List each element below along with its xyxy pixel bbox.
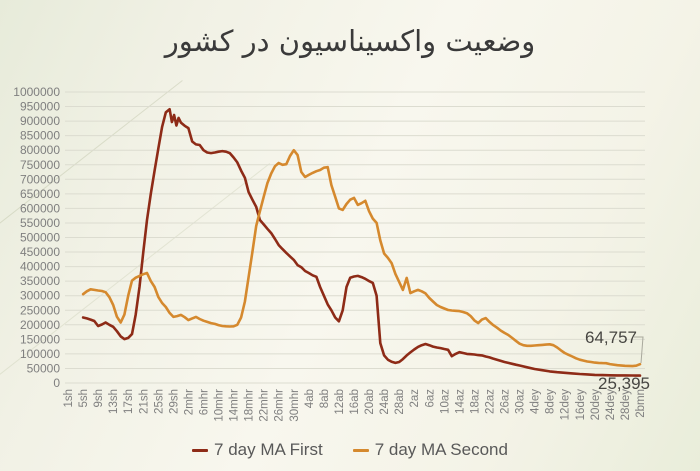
y-tick-label: 450000 xyxy=(20,245,60,259)
x-tick-label: 4dey xyxy=(530,389,542,414)
legend-line-marker-first xyxy=(192,448,209,452)
x-tick-label: 8dey xyxy=(545,389,557,414)
y-tick-label: 700000 xyxy=(20,172,60,186)
y-tick-label: 550000 xyxy=(20,216,60,230)
x-tick-label: 16ab xyxy=(349,389,361,415)
x-tick-label: 18mhr xyxy=(244,389,256,422)
x-tick-label: 10mhr xyxy=(214,389,226,422)
x-tick-label: 5sh xyxy=(78,389,90,408)
x-tick-label: 2bmn xyxy=(635,389,647,418)
x-tick-label: 8ab xyxy=(319,389,331,408)
x-tick-label: 30mhr xyxy=(289,389,301,422)
legend-line-marker-second xyxy=(352,448,369,452)
x-tick-label: 26az xyxy=(500,389,512,414)
x-tick-label: 22az xyxy=(485,389,497,414)
x-tick-label: 17sh xyxy=(123,389,135,414)
x-tick-label: 2mhr xyxy=(183,389,195,415)
y-tick-label: 50000 xyxy=(27,361,61,375)
x-tick-label: 1sh xyxy=(63,389,75,408)
x-tick-label: 24ab xyxy=(379,389,391,415)
x-tick-label: 21sh xyxy=(138,389,150,414)
y-tick-label: 350000 xyxy=(20,274,60,288)
x-tick-label: 4ab xyxy=(304,389,316,408)
y-tick-label: 800000 xyxy=(20,143,60,157)
x-tick-label: 26mhr xyxy=(274,389,286,422)
data-label-first-series-end: 25,395 xyxy=(598,374,650,393)
x-tick-label: 25sh xyxy=(153,389,165,414)
y-tick-label: 250000 xyxy=(20,303,60,317)
x-tick-label: 6az xyxy=(424,389,436,408)
y-tick-label: 650000 xyxy=(20,187,60,201)
leader-line xyxy=(634,336,644,364)
y-tick-label: 400000 xyxy=(20,260,60,274)
x-tick-label: 29sh xyxy=(168,389,180,414)
x-tick-label: 14mhr xyxy=(229,389,241,422)
legend-label-second: 7 day MA Second xyxy=(374,440,508,459)
chart-title: وضعیت واکسیناسیون در کشور xyxy=(164,24,536,58)
y-tick-label: 0 xyxy=(53,376,60,390)
x-tick-label: 28ab xyxy=(394,389,406,415)
legend-item-first: 7 day MA First xyxy=(192,440,323,460)
x-tick-label: 20ab xyxy=(364,389,376,415)
x-tick-label: 18az xyxy=(469,389,481,414)
y-tick-label: 150000 xyxy=(20,332,60,346)
x-tick-label: 13sh xyxy=(108,389,120,414)
x-tick-label: 2az xyxy=(409,389,421,408)
x-tick-label: 22mhr xyxy=(259,389,271,422)
legend-label-first: 7 day MA First xyxy=(214,440,323,459)
y-tick-label: 1000000 xyxy=(13,85,60,99)
x-tick-label: 10az xyxy=(439,389,451,414)
data-label-second-series-end: 64,757 xyxy=(585,328,637,347)
series-line-second xyxy=(81,148,642,368)
legend: 7 day MA First 7 day MA Second xyxy=(0,440,700,460)
x-tick-label: 12ab xyxy=(334,389,346,415)
series-line-first xyxy=(81,107,642,377)
x-tick-label: 6mhr xyxy=(199,389,211,415)
y-tick-label: 100000 xyxy=(20,347,60,361)
y-tick-label: 200000 xyxy=(20,318,60,332)
x-tick-label: 9sh xyxy=(93,389,105,408)
y-tick-label: 750000 xyxy=(20,158,60,172)
y-tick-label: 300000 xyxy=(20,289,60,303)
legend-item-second: 7 day MA Second xyxy=(352,440,508,460)
y-tick-label: 600000 xyxy=(20,201,60,215)
x-tick-label: 30az xyxy=(515,389,527,414)
x-tick-label: 16dey xyxy=(575,389,587,421)
y-tick-label: 900000 xyxy=(20,114,60,128)
x-tick-label: 12dey xyxy=(560,389,572,421)
x-tick-label: 20dey xyxy=(590,389,602,421)
x-tick-label: 14az xyxy=(454,389,466,414)
x-tick-label: 24dey xyxy=(605,389,617,421)
y-tick-label: 950000 xyxy=(20,100,60,114)
y-tick-label: 500000 xyxy=(20,231,60,245)
x-tick-label: 28dey xyxy=(620,389,632,421)
y-tick-label: 850000 xyxy=(20,129,60,143)
